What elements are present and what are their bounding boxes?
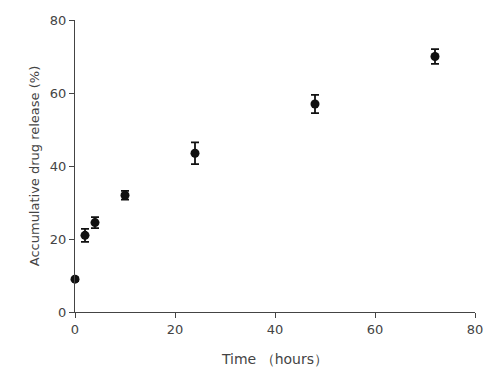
- svg-text:60: 60: [50, 86, 67, 101]
- svg-text:40: 40: [50, 159, 67, 174]
- svg-text:0: 0: [71, 322, 79, 337]
- svg-text:80: 80: [50, 13, 67, 28]
- svg-text:60: 60: [367, 322, 384, 337]
- svg-text:Time （hours）: Time （hours）: [221, 351, 328, 367]
- svg-text:20: 20: [167, 322, 184, 337]
- svg-text:0: 0: [58, 305, 66, 320]
- svg-text:Accumulative drug release (%): Accumulative drug release (%): [27, 66, 42, 266]
- svg-text:20: 20: [50, 232, 67, 247]
- svg-text:80: 80: [467, 322, 484, 337]
- svg-text:40: 40: [267, 322, 284, 337]
